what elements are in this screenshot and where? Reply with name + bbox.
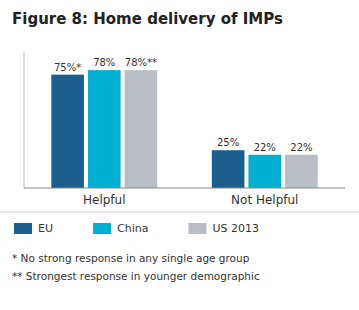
chart-root: Figure 8: Home delivery of IMPs 75%* 78% 78… — [0, 0, 359, 310]
separator — [0, 212, 359, 213]
data-label: 78%** — [125, 57, 157, 68]
bars — [51, 70, 317, 188]
legend-swatch — [14, 223, 32, 234]
chart-title: Figure 8: Home delivery of IMPs — [12, 10, 283, 28]
footnote: ** Strongest response in younger demogra… — [12, 270, 260, 282]
bar — [51, 75, 84, 188]
bar — [88, 70, 121, 188]
bar — [248, 155, 281, 188]
x-axis-line — [24, 188, 345, 189]
legend-label: EU — [38, 222, 53, 235]
bar — [212, 150, 245, 188]
category-label: Not Helpful — [231, 193, 298, 207]
data-label: 22% — [290, 142, 312, 153]
legend-label: US 2013 — [212, 222, 259, 235]
data-label: 22% — [254, 142, 276, 153]
y-axis-line — [24, 52, 25, 188]
legend: EU China US 2013 — [14, 222, 259, 235]
data-labels: 75%* 78% 78%** 25% 22% 22% — [54, 57, 313, 153]
legend-label: China — [117, 222, 148, 235]
legend-swatch — [93, 223, 111, 234]
bar — [285, 155, 318, 188]
data-label: 78% — [93, 57, 115, 68]
footnote: * No strong response in any single age g… — [12, 252, 250, 264]
data-label: 25% — [217, 137, 239, 148]
category-label: Helpful — [83, 193, 126, 207]
legend-swatch — [188, 223, 206, 234]
bar — [125, 70, 158, 188]
data-label: 75%* — [54, 62, 81, 73]
